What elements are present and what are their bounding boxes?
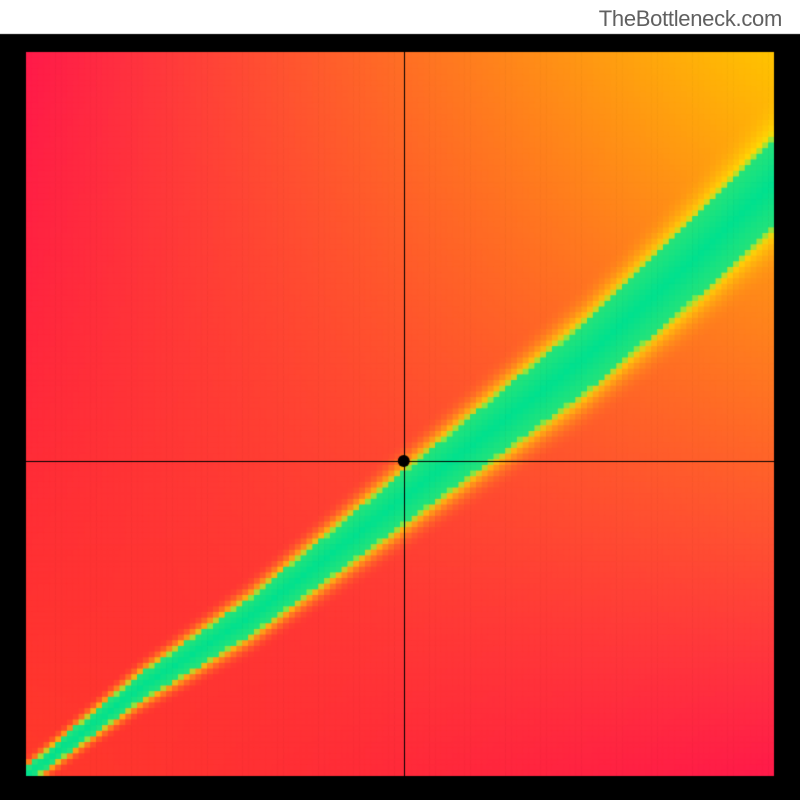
chart-container: TheBottleneck.com xyxy=(0,0,800,800)
bottleneck-heatmap xyxy=(0,0,800,800)
watermark-text: TheBottleneck.com xyxy=(599,6,782,32)
